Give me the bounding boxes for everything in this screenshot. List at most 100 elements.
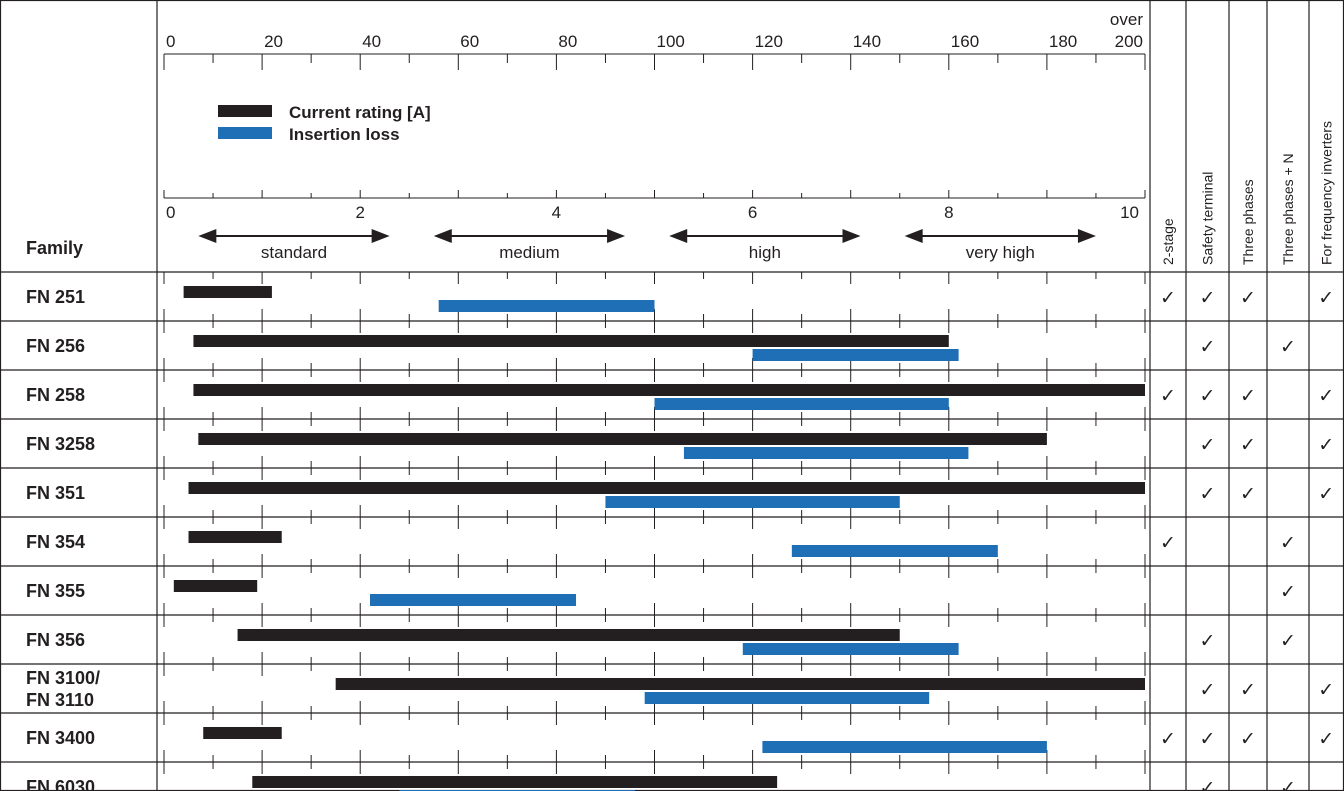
feature-check: ✓ (1240, 679, 1256, 701)
current-rating-bar (237, 629, 900, 641)
insertion-loss-bar (370, 594, 577, 606)
family-name: FN 3258 (26, 434, 95, 454)
loss-tick-label: 10 (1120, 203, 1139, 222)
family-name: FN 251 (26, 287, 85, 307)
current-tick-label: 180 (1049, 32, 1077, 51)
category-arrow-head-left (904, 229, 923, 243)
category-arrow-head-right (371, 229, 390, 243)
loss-category-label: very high (966, 243, 1035, 262)
current-tick-label: 0 (166, 32, 175, 51)
current-rating-bar (188, 482, 1145, 494)
feature-check: ✓ (1280, 777, 1296, 791)
current-rating-bar (173, 580, 258, 592)
feature-check: ✓ (1240, 483, 1256, 505)
current-tick-label: 100 (657, 32, 685, 51)
current-tick-label: 140 (853, 32, 881, 51)
current-tick-label: 20 (264, 32, 283, 51)
feature-check: ✓ (1240, 434, 1256, 456)
insertion-loss-bar (762, 741, 1047, 753)
family-name: FN 256 (26, 336, 85, 356)
insertion-loss-bar (605, 496, 900, 508)
over-label: over (1110, 10, 1143, 29)
current-rating-bar (203, 727, 282, 739)
current-rating-bar (193, 384, 1145, 396)
family-name: FN 3100/ (26, 668, 100, 688)
feature-check: ✓ (1318, 679, 1334, 701)
family-name: FN 6030 (26, 777, 95, 791)
insertion-loss-bar (654, 398, 949, 410)
feature-check: ✓ (1200, 434, 1216, 456)
current-tick-label: 80 (558, 32, 577, 51)
feature-check: ✓ (1160, 385, 1176, 407)
feature-check: ✓ (1318, 287, 1334, 309)
category-arrow-head-right (607, 229, 626, 243)
feature-check: ✓ (1200, 679, 1216, 701)
feature-column-header: 2-stage (1160, 218, 1176, 265)
feature-column-header: For frequency inverters (1318, 121, 1334, 265)
feature-check: ✓ (1318, 434, 1334, 456)
current-tick-label: 120 (755, 32, 783, 51)
category-arrow-head-right (842, 229, 861, 243)
family-column-header: Family (26, 238, 83, 258)
feature-check: ✓ (1160, 287, 1176, 309)
feature-check: ✓ (1200, 287, 1216, 309)
loss-tick-label: 2 (355, 203, 364, 222)
category-arrow-head-left (669, 229, 688, 243)
feature-check: ✓ (1200, 385, 1216, 407)
current-rating-bar (188, 531, 282, 543)
current-rating-bar (198, 433, 1047, 445)
feature-check: ✓ (1280, 581, 1296, 603)
insertion-loss-bar (438, 300, 655, 312)
feature-column-header: Three phases + N (1280, 153, 1296, 265)
feature-check: ✓ (1200, 728, 1216, 750)
loss-tick-label: 4 (552, 203, 561, 222)
insertion-loss-bar (683, 447, 969, 459)
family-name: FN 3110 (26, 690, 94, 710)
loss-tick-label: 0 (166, 203, 175, 222)
feature-check: ✓ (1200, 483, 1216, 505)
feature-check: ✓ (1160, 532, 1176, 554)
current-rating-bar (335, 678, 1145, 690)
feature-check: ✓ (1240, 385, 1256, 407)
category-arrow-head-right (1077, 229, 1096, 243)
feature-check: ✓ (1200, 777, 1216, 791)
family-name: FN 3400 (26, 728, 95, 748)
insertion-loss-bar (752, 349, 959, 361)
feature-check: ✓ (1280, 336, 1296, 358)
loss-category-label: standard (261, 243, 327, 262)
category-arrow-head-left (433, 229, 452, 243)
family-name: FN 351 (26, 483, 85, 503)
insertion-loss-bar (791, 545, 998, 557)
feature-check: ✓ (1318, 385, 1334, 407)
current-tick-label: 200 (1115, 32, 1143, 51)
current-tick-label: 40 (362, 32, 381, 51)
feature-check: ✓ (1318, 483, 1334, 505)
feature-column-header: Safety terminal (1200, 172, 1216, 265)
current-tick-label: 160 (951, 32, 979, 51)
family-name: FN 354 (26, 532, 85, 552)
family-name: FN 356 (26, 630, 85, 650)
legend-label: Insertion loss (289, 125, 400, 144)
family-name: FN 258 (26, 385, 85, 405)
feature-check: ✓ (1200, 336, 1216, 358)
legend-swatch (218, 105, 272, 117)
feature-check: ✓ (1318, 728, 1334, 750)
current-tick-label: 60 (460, 32, 479, 51)
category-arrow-head-left (198, 229, 217, 243)
feature-check: ✓ (1200, 630, 1216, 652)
loss-tick-label: 8 (944, 203, 953, 222)
legend-label: Current rating [A] (289, 103, 431, 122)
feature-check: ✓ (1240, 728, 1256, 750)
feature-check: ✓ (1280, 630, 1296, 652)
current-rating-bar (252, 776, 778, 788)
loss-category-label: high (749, 243, 781, 262)
feature-check: ✓ (1160, 728, 1176, 750)
feature-check: ✓ (1280, 532, 1296, 554)
feature-column-header: Three phases (1240, 179, 1256, 265)
current-rating-bar (183, 286, 272, 298)
legend-swatch (218, 127, 272, 139)
insertion-loss-bar (742, 643, 959, 655)
current-rating-bar (193, 335, 949, 347)
family-name: FN 355 (26, 581, 85, 601)
